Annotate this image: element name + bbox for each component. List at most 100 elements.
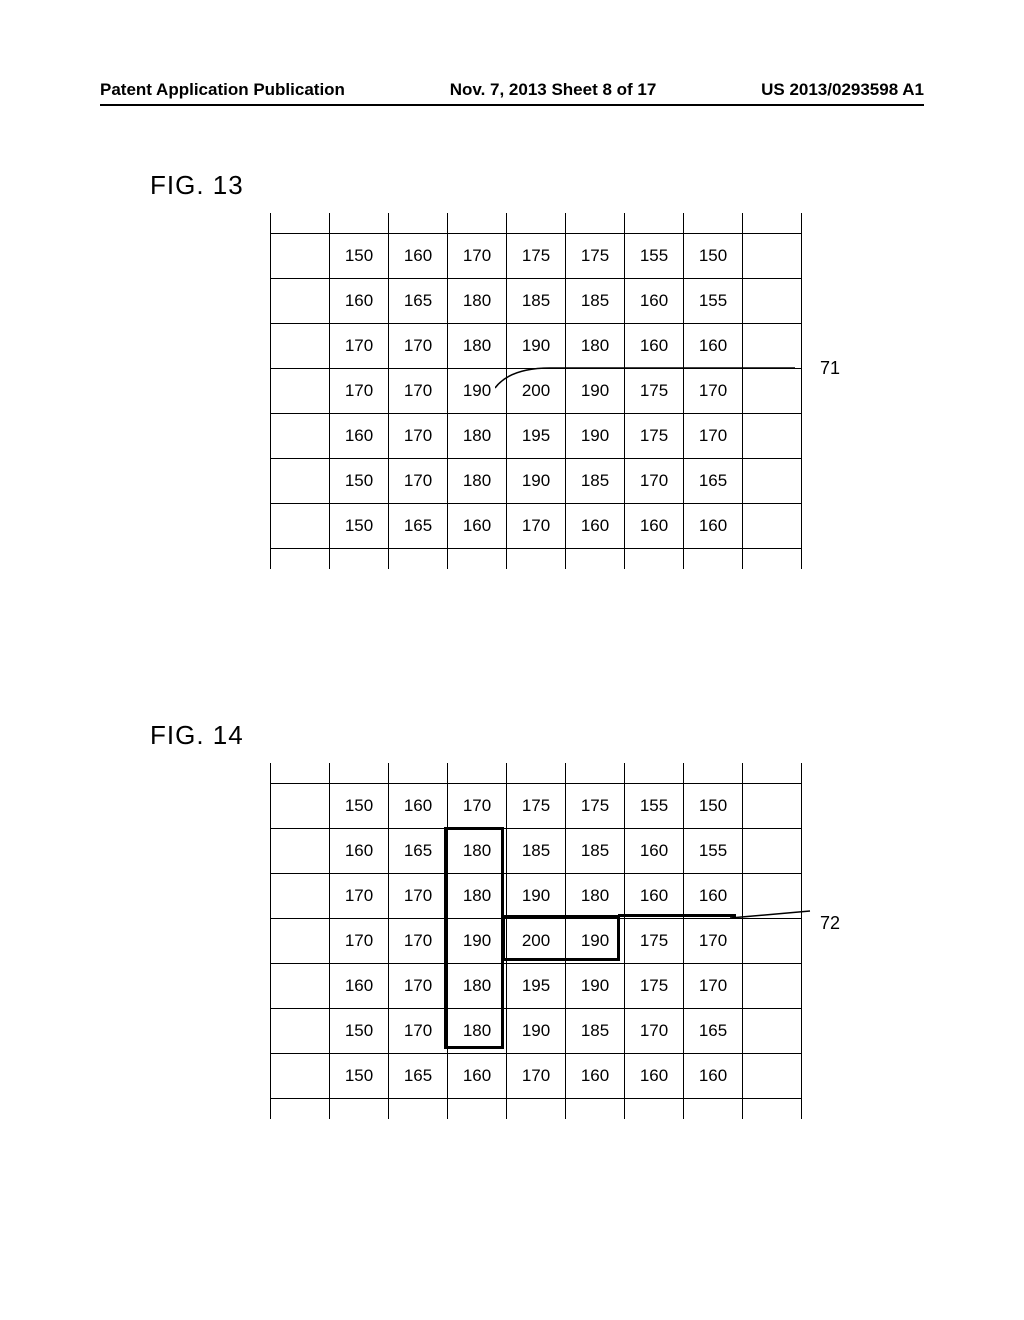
cell: 170 xyxy=(684,964,743,1009)
cell: 170 xyxy=(507,504,566,549)
cell: 160 xyxy=(625,874,684,919)
cell: 180 xyxy=(566,874,625,919)
cell: 160 xyxy=(330,964,389,1009)
cell: 150 xyxy=(330,1054,389,1099)
figure-14-table: 150 160 170 175 175 155 150 160 165 180 … xyxy=(270,763,802,1119)
cell: 180 xyxy=(448,1009,507,1054)
table-row: 150 170 180 190 185 170 165 xyxy=(271,1009,802,1054)
cell: 185 xyxy=(566,829,625,874)
cell: 190 xyxy=(566,919,625,964)
cell: 170 xyxy=(389,459,448,504)
table-row: 150 160 170 175 175 155 150 xyxy=(271,784,802,829)
cell: 160 xyxy=(684,504,743,549)
cell: 155 xyxy=(625,234,684,279)
cell: 170 xyxy=(389,919,448,964)
cell: 180 xyxy=(448,874,507,919)
table-row: 160 170 180 195 190 175 170 xyxy=(271,964,802,1009)
cell: 185 xyxy=(566,1009,625,1054)
header-right: US 2013/0293598 A1 xyxy=(761,80,924,100)
cell: 155 xyxy=(625,784,684,829)
table-row: 160 170 180 195 190 175 170 xyxy=(271,414,802,459)
cell: 195 xyxy=(507,964,566,1009)
cell: 190 xyxy=(507,874,566,919)
header-center: Nov. 7, 2013 Sheet 8 of 17 xyxy=(450,80,657,100)
table-row xyxy=(271,1099,802,1120)
cell: 175 xyxy=(566,784,625,829)
cell: 170 xyxy=(389,1009,448,1054)
table-row: 170 170 180 190 180 160 160 xyxy=(271,874,802,919)
figure-14-block: FIG. 14 150 160 170 175 175 155 150 xyxy=(150,720,802,1119)
table-row xyxy=(271,763,802,784)
cell: 180 xyxy=(448,829,507,874)
cell: 175 xyxy=(507,234,566,279)
cell: 190 xyxy=(507,324,566,369)
cell: 175 xyxy=(566,234,625,279)
figure-13-grid-wrap: 150 160 170 175 175 155 150 160 165 180 … xyxy=(270,213,802,569)
cell: 170 xyxy=(330,874,389,919)
cell: 150 xyxy=(684,784,743,829)
cell: 180 xyxy=(448,324,507,369)
cell: 170 xyxy=(389,964,448,1009)
cell: 170 xyxy=(625,459,684,504)
cell: 165 xyxy=(389,1054,448,1099)
cell: 180 xyxy=(448,414,507,459)
cell: 180 xyxy=(448,279,507,324)
cell: 195 xyxy=(507,414,566,459)
cell: 150 xyxy=(684,234,743,279)
callout-72: 72 xyxy=(820,913,840,934)
cell: 190 xyxy=(507,1009,566,1054)
cell: 175 xyxy=(625,919,684,964)
cell: 180 xyxy=(566,324,625,369)
cell: 160 xyxy=(684,1054,743,1099)
callout-71: 71 xyxy=(820,358,840,379)
cell: 170 xyxy=(389,324,448,369)
cell: 185 xyxy=(507,279,566,324)
page: Patent Application Publication Nov. 7, 2… xyxy=(0,0,1024,1320)
callout-leader-71 xyxy=(495,363,815,393)
cell: 170 xyxy=(389,369,448,414)
cell: 180 xyxy=(448,459,507,504)
cell: 160 xyxy=(330,829,389,874)
cell: 170 xyxy=(389,414,448,459)
cell: 160 xyxy=(625,324,684,369)
cell: 150 xyxy=(330,459,389,504)
cell: 200 xyxy=(507,919,566,964)
figure-14-grid-wrap: 150 160 170 175 175 155 150 160 165 180 … xyxy=(270,763,802,1119)
cell: 160 xyxy=(389,784,448,829)
cell: 150 xyxy=(330,1009,389,1054)
cell: 160 xyxy=(625,829,684,874)
cell: 160 xyxy=(566,504,625,549)
cell: 165 xyxy=(684,459,743,504)
table-row: 160 165 180 185 185 160 155 xyxy=(271,829,802,874)
cell: 190 xyxy=(507,459,566,504)
cell: 190 xyxy=(566,414,625,459)
header-left: Patent Application Publication xyxy=(100,80,345,100)
cell: 170 xyxy=(507,1054,566,1099)
cell: 185 xyxy=(507,829,566,874)
table-row: 150 165 160 170 160 160 160 xyxy=(271,1054,802,1099)
cell: 170 xyxy=(330,369,389,414)
cell: 165 xyxy=(389,279,448,324)
cell: 170 xyxy=(389,874,448,919)
cell: 185 xyxy=(566,459,625,504)
cell: 170 xyxy=(448,784,507,829)
table-row: 160 165 180 185 185 160 155 xyxy=(271,279,802,324)
cell: 165 xyxy=(389,829,448,874)
cell: 160 xyxy=(389,234,448,279)
cell: 160 xyxy=(330,279,389,324)
cell: 160 xyxy=(625,504,684,549)
figure-13-block: FIG. 13 150 160 170 175 175 155 150 xyxy=(150,170,802,569)
table-row xyxy=(271,213,802,234)
cell: 160 xyxy=(625,1054,684,1099)
cell: 150 xyxy=(330,234,389,279)
cell: 160 xyxy=(448,504,507,549)
cell: 150 xyxy=(330,784,389,829)
cell: 155 xyxy=(684,279,743,324)
table-row: 170 170 190 200 190 175 170 xyxy=(271,919,802,964)
cell: 150 xyxy=(330,504,389,549)
cell: 190 xyxy=(566,964,625,1009)
page-header: Patent Application Publication Nov. 7, 2… xyxy=(100,80,924,106)
cell: 175 xyxy=(625,414,684,459)
table-row xyxy=(271,549,802,570)
cell: 160 xyxy=(684,324,743,369)
